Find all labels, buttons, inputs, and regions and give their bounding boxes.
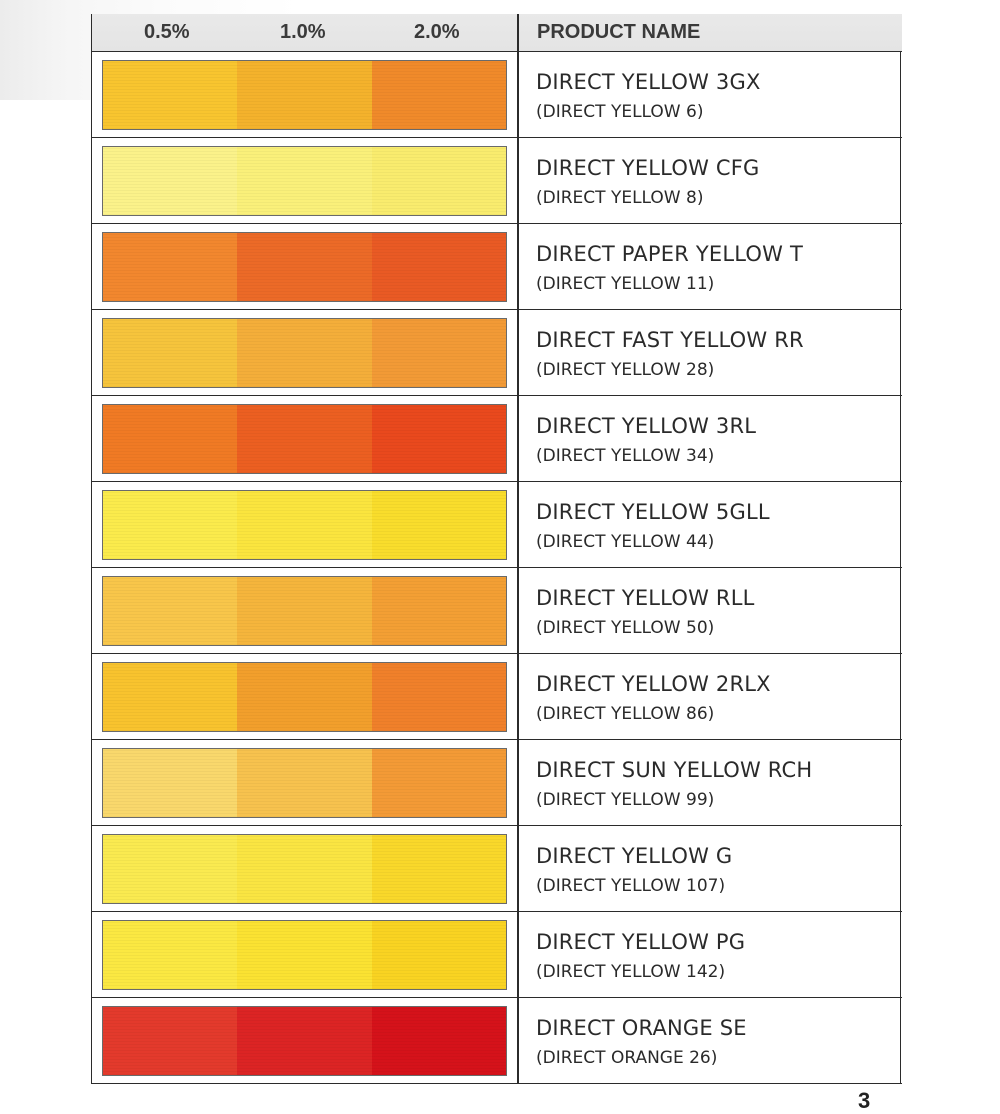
product-name: DIRECT SUN YELLOW RCH [536,758,813,782]
swatch-1-0-percent [237,61,372,129]
colour-index-name: (DIRECT YELLOW 6) [536,102,704,122]
product-row: DIRECT YELLOW RLL (DIRECT YELLOW 50) [92,568,902,654]
swatch-0-5-percent [103,749,238,817]
page-number: 3 [858,1088,871,1113]
swatch-2-0-percent [371,61,506,129]
swatch-0-5-percent [103,405,238,473]
swatch-1-0-percent [237,147,372,215]
color-swatch-strip [102,576,507,646]
color-swatch-strip [102,490,507,560]
colour-index-name: (DIRECT YELLOW 142) [536,962,726,982]
colour-index-name: (DIRECT YELLOW 11) [536,274,715,294]
swatch-1-0-percent [237,319,372,387]
colour-index-name: (DIRECT YELLOW 34) [536,446,715,466]
swatch-2-0-percent [371,749,506,817]
swatch-2-0-percent [371,491,506,559]
product-row: DIRECT YELLOW CFG (DIRECT YELLOW 8) [92,138,902,224]
product-name: DIRECT YELLOW 2RLX [536,672,771,696]
swatch-1-0-percent [237,835,372,903]
concentration-header-0-5: 0.5% [144,21,190,43]
color-swatch-strip [102,60,507,130]
swatch-2-0-percent [371,1007,506,1075]
swatch-1-0-percent [237,405,372,473]
swatch-1-0-percent [237,233,372,301]
swatch-2-0-percent [371,835,506,903]
product-row: DIRECT YELLOW 3RL (DIRECT YELLOW 34) [92,396,902,482]
colour-index-name: (DIRECT YELLOW 28) [536,360,715,380]
product-name: DIRECT YELLOW 3RL [536,414,757,438]
swatch-1-0-percent [237,749,372,817]
swatch-2-0-percent [371,147,506,215]
swatch-0-5-percent [103,319,238,387]
swatch-1-0-percent [237,921,372,989]
swatch-0-5-percent [103,233,238,301]
product-row: DIRECT YELLOW G (DIRECT YELLOW 107) [92,826,902,912]
colour-index-name: (DIRECT YELLOW 8) [536,188,704,208]
product-row: DIRECT FAST YELLOW RR (DIRECT YELLOW 28) [92,310,902,396]
swatch-2-0-percent [371,663,506,731]
colour-index-name: (DIRECT YELLOW 44) [536,532,715,552]
color-swatch-strip [102,834,507,904]
swatch-0-5-percent [103,663,238,731]
color-swatch-strip [102,748,507,818]
swatch-2-0-percent [371,319,506,387]
swatch-2-0-percent [371,577,506,645]
swatch-0-5-percent [103,835,238,903]
product-name: DIRECT YELLOW RLL [536,586,755,610]
colour-index-name: (DIRECT YELLOW 50) [536,618,715,638]
swatch-1-0-percent [237,577,372,645]
colour-index-name: (DIRECT YELLOW 107) [536,876,726,896]
product-row: DIRECT YELLOW 5GLL (DIRECT YELLOW 44) [92,482,902,568]
colour-index-name: (DIRECT ORANGE 26) [536,1048,718,1068]
table-header: 0.5% 1.0% 2.0% PRODUCT NAME [92,14,902,52]
product-name-header: PRODUCT NAME [537,21,701,43]
swatch-0-5-percent [103,1007,238,1075]
product-row: DIRECT PAPER YELLOW T (DIRECT YELLOW 11) [92,224,902,310]
product-name: DIRECT YELLOW 5GLL [536,500,770,524]
shade-card-table: 0.5% 1.0% 2.0% PRODUCT NAME DIRECT YELLO… [91,14,902,1084]
product-row: DIRECT ORANGE SE (DIRECT ORANGE 26) [92,998,902,1084]
concentration-header-1-0: 1.0% [280,21,326,43]
swatch-2-0-percent [371,233,506,301]
product-name: DIRECT FAST YELLOW RR [536,328,804,352]
color-swatch-strip [102,146,507,216]
swatch-1-0-percent [237,1007,372,1075]
colour-index-name: (DIRECT YELLOW 86) [536,704,715,724]
product-row: DIRECT SUN YELLOW RCH (DIRECT YELLOW 99) [92,740,902,826]
product-name: DIRECT PAPER YELLOW T [536,242,804,266]
product-row: DIRECT YELLOW 2RLX (DIRECT YELLOW 86) [92,654,902,740]
color-swatch-strip [102,1006,507,1076]
colour-index-name: (DIRECT YELLOW 99) [536,790,715,810]
swatch-2-0-percent [371,921,506,989]
swatch-0-5-percent [103,491,238,559]
product-name: DIRECT YELLOW CFG [536,156,760,180]
color-swatch-strip [102,232,507,302]
swatch-0-5-percent [103,147,238,215]
swatch-1-0-percent [237,491,372,559]
product-name: DIRECT YELLOW G [536,844,733,868]
column-divider [517,14,519,1084]
color-swatch-strip [102,662,507,732]
color-swatch-strip [102,404,507,474]
swatch-0-5-percent [103,921,238,989]
product-name: DIRECT YELLOW 3GX [536,70,761,94]
product-row: DIRECT YELLOW 3GX (DIRECT YELLOW 6) [92,52,902,138]
concentration-header-2-0: 2.0% [414,21,460,43]
swatch-0-5-percent [103,61,238,129]
product-row: DIRECT YELLOW PG (DIRECT YELLOW 142) [92,912,902,998]
swatch-0-5-percent [103,577,238,645]
swatch-2-0-percent [371,405,506,473]
swatch-1-0-percent [237,663,372,731]
product-name: DIRECT ORANGE SE [536,1016,747,1040]
color-swatch-strip [102,920,507,990]
product-name: DIRECT YELLOW PG [536,930,746,954]
color-swatch-strip [102,318,507,388]
